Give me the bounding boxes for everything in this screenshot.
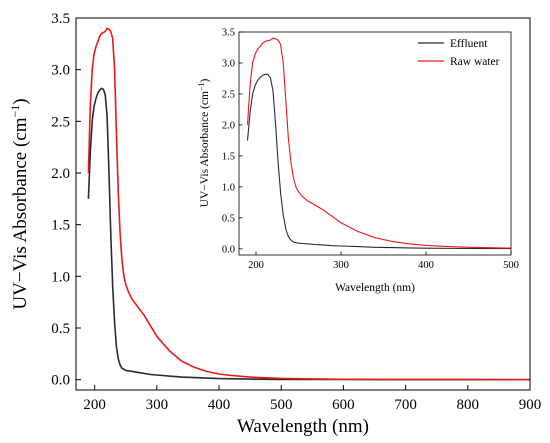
inset-y-tick-label: 3.5 [222,28,235,39]
inset-axis-ticks: 200 300 400 500 0.0 0.5 1.0 1.5 2.0 2.5 3.0 3.5 [222,28,519,272]
inset-y-axis-title-close: ) [199,79,211,83]
main-y-tick-label: 3.5 [51,11,70,27]
inset-x-tick-label: 200 [248,260,264,271]
main-x-tick-label: 400 [208,397,231,413]
main-x-axis-title: Wavelength (nm) [237,416,369,437]
main-y-axis-title-exponent: −1 [8,105,22,118]
main-plot-frame [75,17,531,391]
main-x-tick-label: 900 [519,397,542,413]
main-y-tick-label: 1.5 [51,218,70,234]
inset-x-tick-label: 300 [333,260,349,271]
inset-series-effluent [246,73,511,250]
inset-y-axis-title-text: UV−Vis Absorbance (cm [199,91,211,207]
inset-y-tick-label: 2.0 [222,120,235,131]
main-x-tick-label: 600 [332,397,355,413]
inset-y-tick-label: 0.5 [222,213,235,224]
main-y-axis-title-text: UV−Vis Absorbance (cm [10,117,31,309]
inset-plot-frame [238,31,512,256]
main-x-tick-label: 500 [270,397,293,413]
main-x-tick-label: 200 [83,397,106,413]
inset-chart: 200 300 400 500 0.0 0.5 1.0 1.5 2.0 2.5 3.0 3.5 Wav… [197,28,519,295]
main-series-lines [87,27,530,381]
inset-legend: Effluent Raw water [418,38,500,68]
inset-y-tick-label: 1.0 [222,182,235,193]
inset-x-axis-title: Wavelength (nm) [335,282,415,294]
main-series-effluent [87,87,530,381]
main-chart: 200 300 400 500 600 700 800 9000.00.51.01.52.02… [8,11,541,437]
main-x-tick-label: 700 [394,397,417,413]
main-x-tick-label: 300 [146,397,169,413]
main-y-tick-label: 0.5 [51,321,70,337]
inset-x-tick-label: 400 [418,260,434,271]
main-y-axis-title: UV−Vis Absorbance (cm−1) [8,98,31,309]
main-y-tick-label: 3.0 [51,63,70,79]
inset-y-tick-label: 3.0 [222,58,235,69]
inset-y-tick-label: 2.5 [222,89,235,100]
main-y-tick-label: 0.0 [51,373,70,389]
inset-series-lines [246,37,511,250]
main-y-tick-label: 2.0 [51,166,70,182]
legend-label-effluent: Effluent [450,38,488,50]
inset-x-tick-label: 500 [503,260,519,271]
main-y-axis-title-close: ) [10,98,31,104]
inset-y-tick-label: 1.5 [222,151,235,162]
inset-y-axis-title: UV−Vis Absorbance (cm−1) [197,79,211,208]
inset-series-raw-water [246,37,511,249]
main-y-tick-label: 2.5 [51,114,70,130]
main-series-raw-water [87,27,530,381]
legend-label-raw-water: Raw water [450,56,500,68]
main-x-tick-label: 800 [457,397,480,413]
inset-y-axis-title-exponent: −1 [197,83,206,92]
inset-y-tick-label: 0.0 [222,244,235,255]
main-y-tick-label: 1.0 [51,269,70,285]
main-axis-ticks: 200 300 400 500 600 700 800 9000.00.51.01.52.02… [51,11,541,413]
